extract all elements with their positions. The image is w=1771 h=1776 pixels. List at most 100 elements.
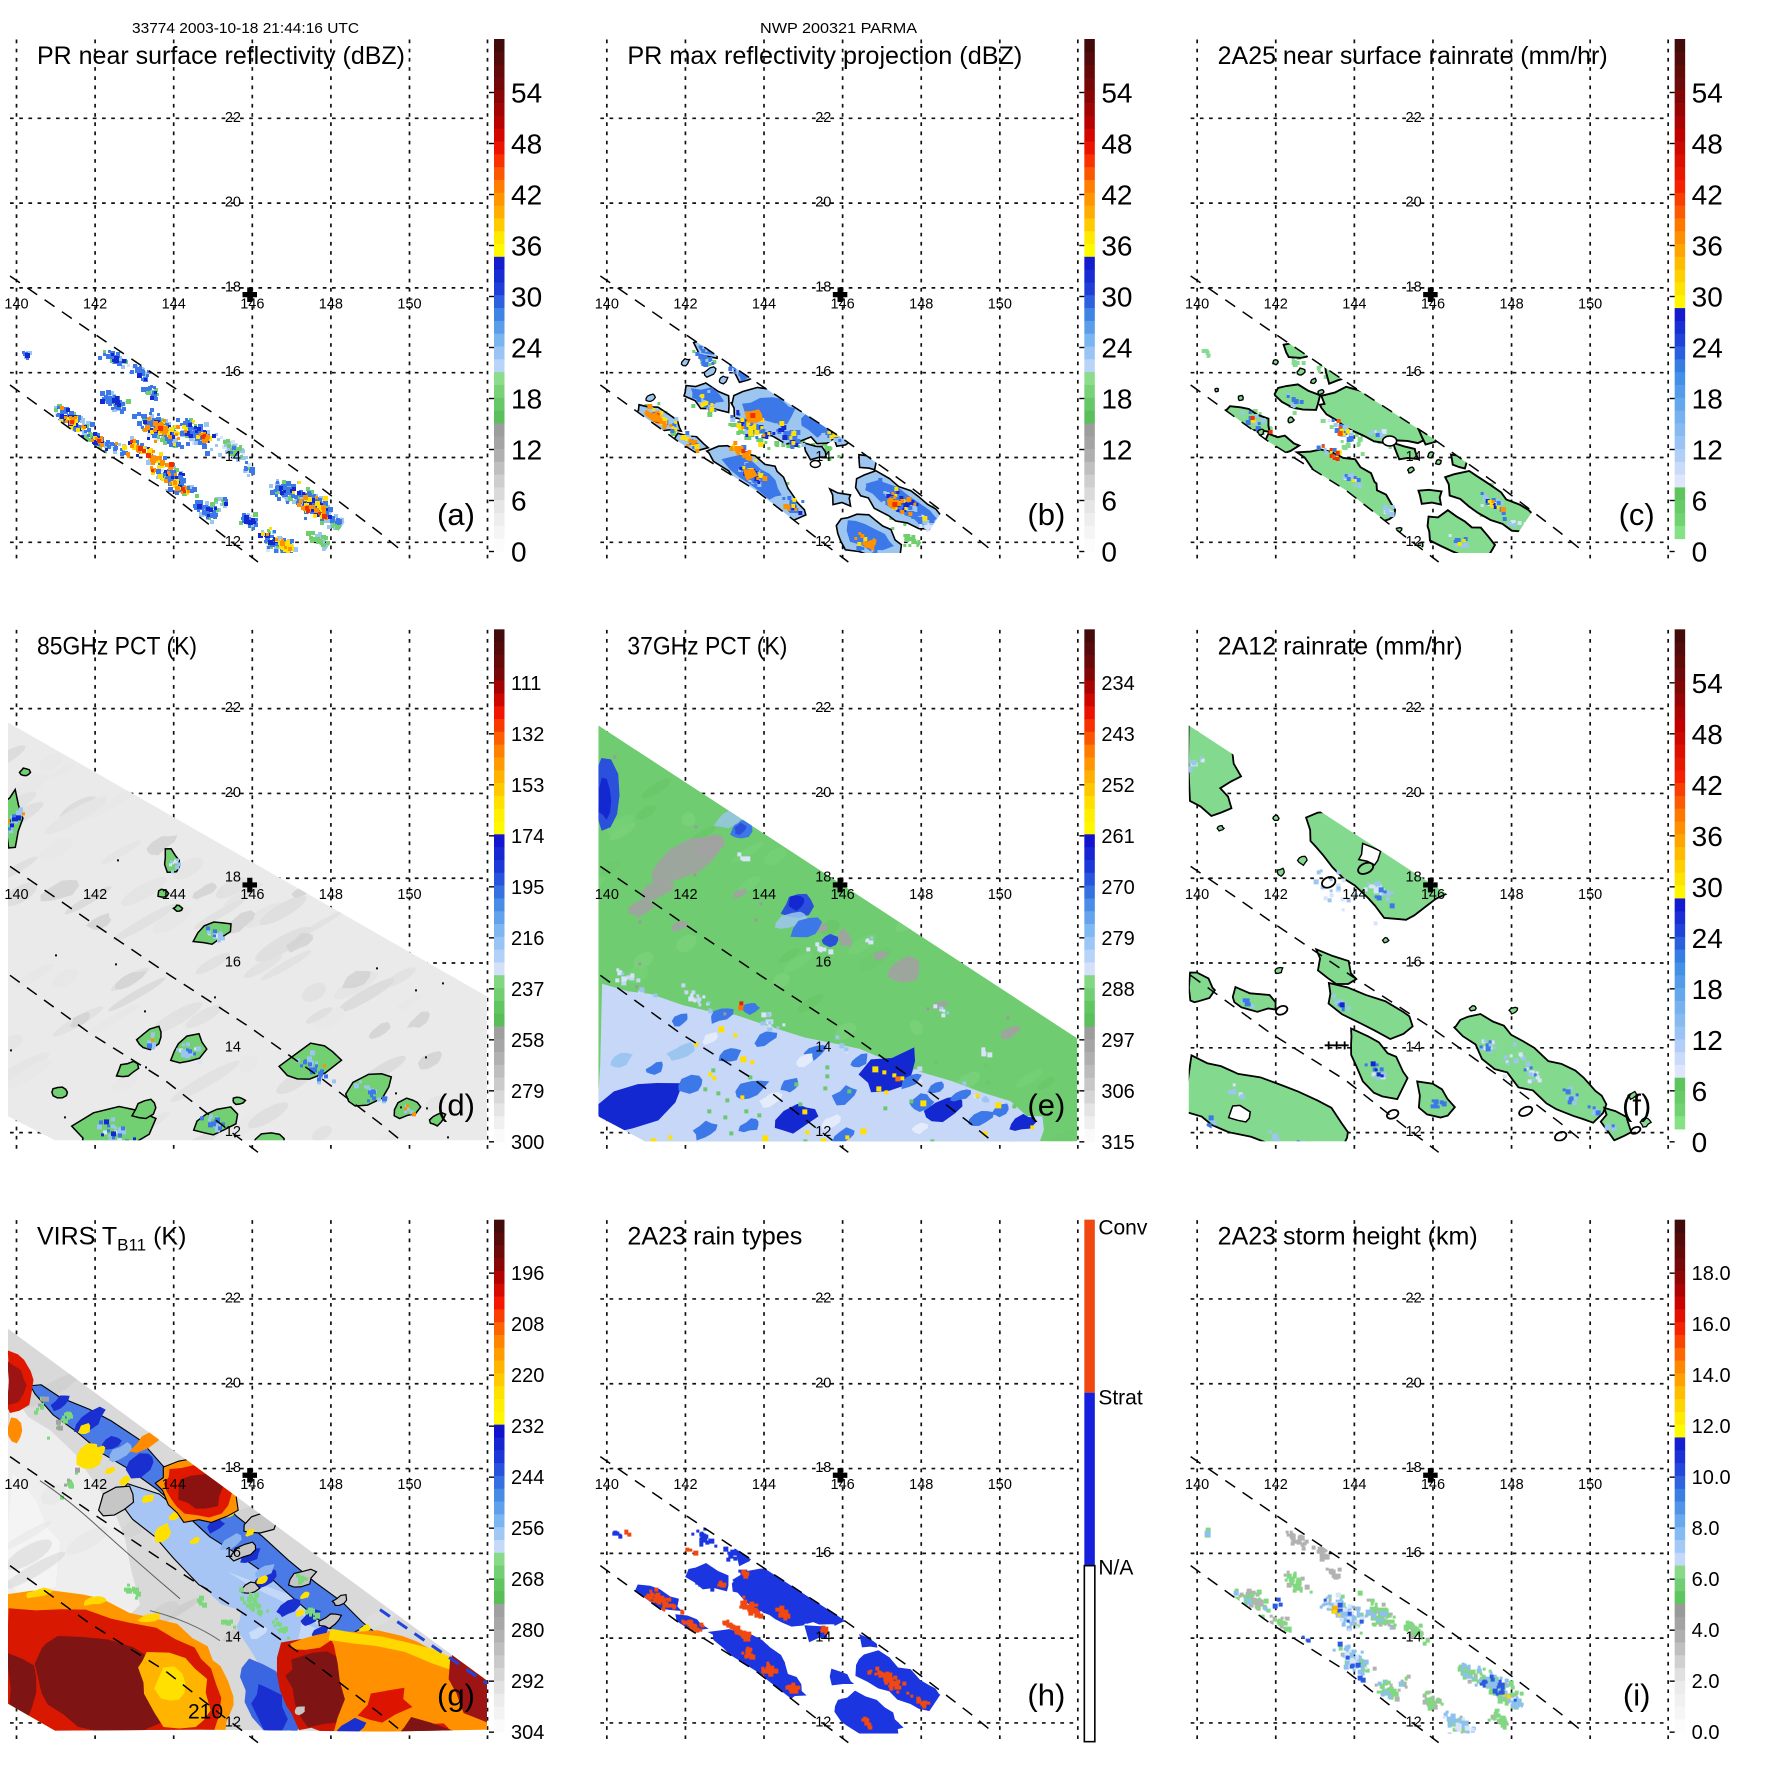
svg-text:148: 148 (909, 1477, 933, 1493)
svg-text:140: 140 (595, 1477, 619, 1493)
svg-text:36: 36 (1101, 231, 1132, 262)
svg-text:48: 48 (1692, 719, 1723, 750)
svg-text:142: 142 (673, 887, 697, 903)
svg-text:111: 111 (511, 673, 541, 695)
svg-text:270: 270 (1101, 877, 1134, 899)
svg-text:148: 148 (1499, 1477, 1523, 1493)
svg-text:142: 142 (1264, 297, 1288, 313)
svg-text:18: 18 (815, 1460, 831, 1476)
svg-text:142: 142 (673, 1477, 697, 1493)
svg-text:148: 148 (319, 1477, 343, 1493)
svg-text:2A23 rain types: 2A23 rain types (627, 1223, 802, 1251)
svg-text:0.0: 0.0 (1692, 1722, 1720, 1744)
svg-text:22: 22 (1406, 110, 1422, 126)
svg-text:140: 140 (595, 297, 619, 313)
svg-text:54: 54 (1692, 78, 1723, 109)
svg-text:216: 216 (511, 928, 544, 950)
svg-text:42: 42 (1692, 770, 1723, 801)
svg-text:252: 252 (1101, 775, 1134, 797)
svg-text:280: 280 (511, 1620, 544, 1642)
svg-text:48: 48 (1692, 129, 1723, 160)
svg-text:30: 30 (511, 282, 542, 313)
svg-text:14: 14 (225, 1039, 241, 1055)
svg-text:174: 174 (511, 826, 544, 848)
svg-text:234: 234 (1101, 673, 1134, 695)
svg-text:16.0: 16.0 (1692, 1314, 1731, 1336)
svg-text:(b): (b) (1027, 497, 1065, 532)
svg-text:12: 12 (815, 534, 831, 550)
svg-text:16: 16 (225, 364, 241, 380)
svg-text:153: 153 (511, 775, 544, 797)
svg-text:150: 150 (988, 887, 1012, 903)
svg-text:48: 48 (511, 129, 542, 160)
svg-text:146: 146 (831, 297, 855, 313)
svg-text:20: 20 (815, 195, 831, 211)
svg-text:12: 12 (815, 1714, 831, 1730)
svg-text:2A23 storm height (km): 2A23 storm height (km) (1218, 1223, 1478, 1251)
svg-text:22: 22 (225, 1290, 241, 1306)
svg-text:144: 144 (752, 1477, 776, 1493)
svg-text:12: 12 (1406, 1714, 1422, 1730)
svg-text:6.0: 6.0 (1692, 1569, 1720, 1591)
svg-text:146: 146 (1421, 887, 1445, 903)
svg-text:2A12 rainrate (mm/hr): 2A12 rainrate (mm/hr) (1218, 632, 1463, 660)
svg-text:196: 196 (511, 1263, 544, 1285)
svg-text:42: 42 (511, 180, 542, 211)
svg-text:140: 140 (4, 297, 28, 313)
svg-text:144: 144 (752, 297, 776, 313)
svg-text:144: 144 (162, 1477, 186, 1493)
svg-text:150: 150 (397, 297, 421, 313)
svg-text:0: 0 (1692, 1127, 1708, 1158)
svg-text:20: 20 (815, 1375, 831, 1391)
svg-text:36: 36 (1692, 231, 1723, 262)
svg-text:48: 48 (1101, 129, 1132, 160)
svg-text:132: 132 (511, 724, 544, 746)
svg-text:18: 18 (225, 279, 241, 295)
svg-text:150: 150 (988, 297, 1012, 313)
svg-text:(d): (d) (437, 1087, 475, 1122)
svg-text:148: 148 (909, 297, 933, 313)
svg-text:22: 22 (225, 700, 241, 716)
svg-text:6: 6 (1101, 486, 1117, 517)
svg-text:22: 22 (815, 110, 831, 126)
svg-text:24: 24 (1101, 333, 1132, 364)
svg-text:18: 18 (225, 870, 241, 886)
svg-text:140: 140 (595, 887, 619, 903)
svg-text:4.0: 4.0 (1692, 1620, 1720, 1642)
svg-text:297: 297 (1101, 1030, 1134, 1052)
svg-text:279: 279 (1101, 928, 1134, 950)
svg-text:144: 144 (1342, 1477, 1366, 1493)
svg-text:VIRS TB11 (K): VIRS TB11 (K) (37, 1223, 186, 1255)
svg-text:33774 2003-10-18 21:44:16 UTC: 33774 2003-10-18 21:44:16 UTC (132, 20, 359, 37)
svg-text:24: 24 (1692, 923, 1723, 954)
svg-text:20: 20 (1406, 785, 1422, 801)
svg-text:20: 20 (225, 1375, 241, 1391)
svg-text:148: 148 (1499, 297, 1523, 313)
svg-text:148: 148 (1499, 887, 1523, 903)
svg-text:237: 237 (511, 979, 544, 1001)
svg-text:12: 12 (1101, 435, 1132, 466)
svg-text:42: 42 (1101, 180, 1132, 211)
svg-text:146: 146 (1421, 297, 1445, 313)
svg-text:18: 18 (815, 870, 831, 886)
svg-text:12: 12 (1692, 1025, 1723, 1056)
svg-text:16: 16 (1406, 955, 1422, 971)
svg-text:16: 16 (225, 1545, 241, 1561)
svg-text:6: 6 (1692, 486, 1708, 517)
svg-text:150: 150 (1578, 1477, 1602, 1493)
svg-text:37GHz PCT (K): 37GHz PCT (K) (627, 632, 787, 660)
svg-text:261: 261 (1101, 826, 1134, 848)
svg-text:24: 24 (511, 333, 542, 364)
svg-text:8.0: 8.0 (1692, 1518, 1720, 1540)
svg-text:146: 146 (240, 1477, 264, 1493)
svg-text:30: 30 (1692, 872, 1723, 903)
svg-text:12: 12 (225, 1714, 241, 1730)
svg-text:315: 315 (1101, 1132, 1134, 1154)
svg-text:36: 36 (511, 231, 542, 262)
svg-text:140: 140 (4, 1477, 28, 1493)
svg-text:268: 268 (511, 1569, 544, 1591)
svg-text:14: 14 (815, 1630, 831, 1646)
svg-text:208: 208 (511, 1314, 544, 1336)
svg-text:0: 0 (1692, 537, 1708, 568)
svg-text:140: 140 (1185, 1477, 1209, 1493)
